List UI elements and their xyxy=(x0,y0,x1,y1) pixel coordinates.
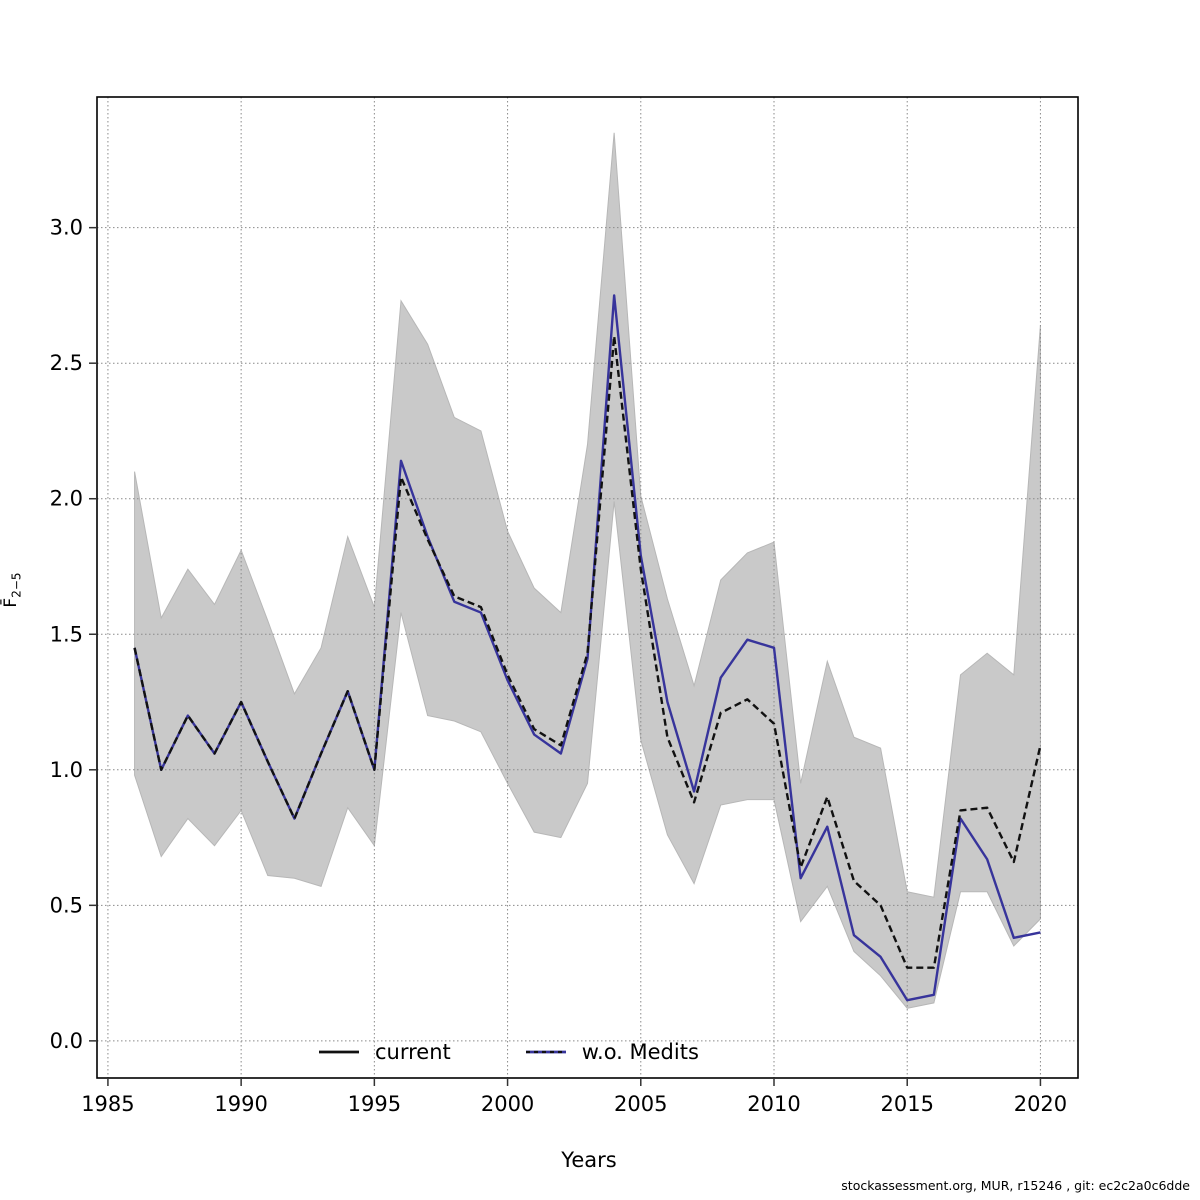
y-tick-label: 3.0 xyxy=(50,216,83,240)
legend-wo-medits-label: w.o. Medits xyxy=(581,1040,699,1064)
y-axis-label: F̄2−5 xyxy=(1,572,24,608)
x-axis-label: Years xyxy=(561,1148,617,1172)
y-tick-label: 2.0 xyxy=(50,487,83,511)
y-tick-label: 1.5 xyxy=(50,622,83,646)
legend-current-swatch xyxy=(319,1050,359,1054)
x-tick-label: 2020 xyxy=(1014,1092,1067,1116)
x-tick-label: 2010 xyxy=(747,1092,800,1116)
x-tick-label: 1985 xyxy=(81,1092,134,1116)
x-tick-label: 1990 xyxy=(214,1092,267,1116)
legend-wo-medits-swatch xyxy=(525,1050,566,1054)
y-tick-label: 2.5 xyxy=(50,351,83,375)
footer-credit: stockassessment.org, MUR, r15246 , git: … xyxy=(841,1178,1190,1193)
legend: current w.o. Medits xyxy=(318,1040,699,1064)
plot-frame xyxy=(96,96,1079,1079)
line-current xyxy=(133,334,1042,969)
x-tick-label: 2000 xyxy=(481,1092,534,1116)
x-tick-label: 1995 xyxy=(348,1092,401,1116)
confidence-band xyxy=(134,132,1041,1009)
legend-item-wo-medits: w.o. Medits xyxy=(525,1040,699,1064)
y-tick-label: 1.0 xyxy=(50,758,83,782)
y-tick-label: 0.5 xyxy=(50,893,83,917)
x-tick-label: 2015 xyxy=(880,1092,933,1116)
legend-item-current: current xyxy=(318,1040,451,1064)
y-tick-label: 0.0 xyxy=(50,1029,83,1053)
x-tick-label: 2005 xyxy=(614,1092,667,1116)
legend-current-label: current xyxy=(375,1040,451,1064)
